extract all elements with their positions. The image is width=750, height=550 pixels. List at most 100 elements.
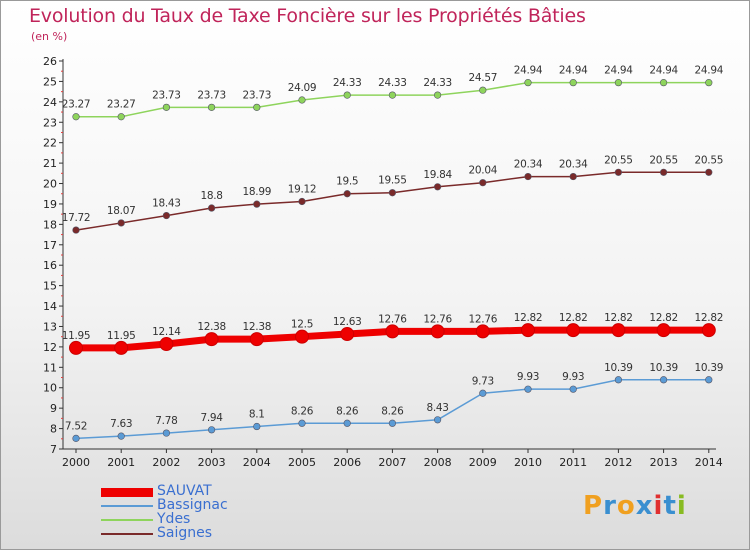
data-label: 24.94 <box>604 65 633 77</box>
y-tick-label: 21 <box>43 157 57 170</box>
legend-label: Saignes <box>157 525 213 541</box>
data-point <box>430 324 445 339</box>
data-point <box>162 103 170 111</box>
data-point <box>117 432 125 440</box>
y-tick-label: 17 <box>43 239 57 252</box>
data-label: 12.5 <box>291 319 313 331</box>
data-point <box>253 200 261 208</box>
data-point <box>208 426 216 434</box>
logo-letter: r <box>603 491 617 521</box>
data-point <box>159 337 174 352</box>
legend-label: SAUVAT <box>157 483 212 499</box>
data-point <box>72 113 80 121</box>
data-point <box>343 190 351 198</box>
y-tick-label: 19 <box>43 198 57 211</box>
data-point <box>295 329 309 344</box>
legend-label: Bassignac <box>157 497 228 513</box>
data-label: 19.55 <box>378 175 407 187</box>
y-tick-label: 11 <box>43 361 57 374</box>
data-label: 12.14 <box>152 326 181 338</box>
data-point <box>114 340 129 355</box>
legend-swatch <box>101 487 153 497</box>
data-label: 11.95 <box>107 330 136 342</box>
data-point <box>162 429 170 437</box>
data-point <box>253 422 261 431</box>
data-point <box>705 79 713 87</box>
data-label: 12.82 <box>695 312 724 324</box>
x-tick-label: 2014 <box>695 456 723 469</box>
data-point <box>659 79 668 87</box>
data-label: 8.26 <box>336 405 359 417</box>
data-label: 10.39 <box>695 362 724 374</box>
data-label: 12.38 <box>243 321 272 333</box>
data-point <box>388 189 397 197</box>
data-point <box>298 96 306 104</box>
legend-item-ydes: Ydes <box>101 511 301 527</box>
data-label: 24.94 <box>649 65 678 77</box>
series-bassignac: 7.52 7.63 7.78 7.94 8.1 8.26 8.26 8.26 8.43 9.73 9… <box>65 362 723 442</box>
data-label: 20.55 <box>695 154 724 166</box>
data-label: 24.94 <box>559 65 588 77</box>
data-point <box>524 385 532 393</box>
x-tick-label: 2002 <box>152 456 180 469</box>
data-point <box>705 376 713 384</box>
data-point <box>705 168 713 176</box>
data-label: 7.63 <box>110 418 132 430</box>
data-label: 24.94 <box>514 65 543 77</box>
data-label: 9.73 <box>472 375 494 387</box>
data-label: 18.99 <box>243 186 272 198</box>
x-tick-label: 2006 <box>333 456 361 469</box>
y-tick-label: 24 <box>43 96 57 109</box>
y-tick-label: 20 <box>43 178 57 191</box>
data-label: 12.63 <box>333 316 362 328</box>
x-tick-label: 2003 <box>198 456 226 469</box>
data-point <box>656 323 671 338</box>
logo-letter: x <box>635 491 654 521</box>
proxiti-logo: Proxiti <box>583 491 687 521</box>
data-point <box>162 211 170 220</box>
data-point <box>298 197 306 206</box>
data-label: 12.82 <box>604 312 633 324</box>
data-label: 24.33 <box>423 77 452 89</box>
logo-letter: t <box>663 491 677 521</box>
data-label: 7.78 <box>155 415 177 427</box>
logo-letter: o <box>616 491 636 521</box>
data-point <box>388 419 397 427</box>
data-label: 12.76 <box>423 313 452 325</box>
data-label: 12.76 <box>378 313 407 325</box>
y-tick-label: 16 <box>43 259 57 272</box>
unit-label: (en %) <box>31 30 68 43</box>
data-point <box>434 91 442 99</box>
data-label: 20.34 <box>559 159 588 171</box>
data-point <box>614 168 623 176</box>
data-label: 20.55 <box>649 154 678 166</box>
data-point <box>343 419 351 427</box>
data-point <box>569 79 577 87</box>
data-label: 19.12 <box>288 183 317 195</box>
x-tick-label: 2012 <box>604 456 632 469</box>
data-point <box>69 340 83 355</box>
data-point <box>253 103 261 111</box>
data-point <box>569 385 577 393</box>
y-tick-label: 7 <box>50 443 57 456</box>
data-point <box>611 323 626 338</box>
y-tick-label: 14 <box>43 300 57 313</box>
legend-item-sauvat: SAUVAT <box>101 483 301 499</box>
y-tick-label: 18 <box>43 218 57 231</box>
data-label: 24.33 <box>378 77 407 89</box>
legend-item-saignes: Saignes <box>101 525 301 541</box>
logo-letter: i <box>676 491 687 521</box>
x-tick-label: 2008 <box>424 456 452 469</box>
data-label: 24.57 <box>469 72 498 84</box>
series-ydes: 23.27 23.27 23.73 23.73 23.73 24.09 24.33 24.33… <box>62 65 724 121</box>
data-label: 7.52 <box>65 420 87 432</box>
legend-swatch <box>101 519 153 521</box>
data-label: 24.94 <box>695 65 724 77</box>
data-label: 18.8 <box>201 190 223 202</box>
data-label: 10.39 <box>649 362 678 374</box>
data-label: 12.82 <box>559 312 588 324</box>
data-point <box>72 226 80 234</box>
data-point <box>659 376 668 384</box>
data-point <box>117 219 125 227</box>
